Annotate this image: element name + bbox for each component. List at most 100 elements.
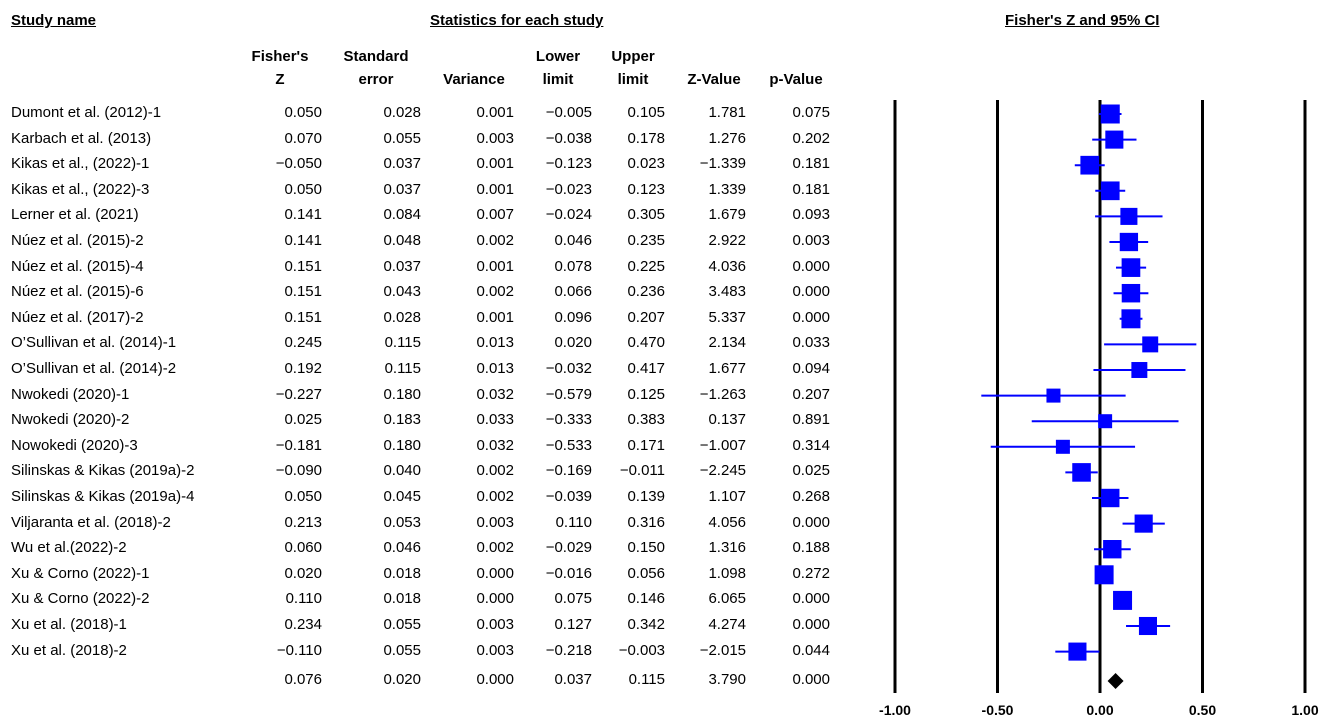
cell-zval: −1.007: [699, 436, 746, 454]
cell-se: 0.028: [383, 104, 421, 121]
study-name: O’Sullivan et al. (2014)-2: [11, 360, 177, 377]
study-name: Xu & Corno (2022)-2: [11, 590, 150, 608]
effect-marker: [1072, 463, 1091, 482]
cell-se: 0.180: [383, 385, 421, 403]
cell-p: 0.033: [792, 334, 830, 352]
cell-lower: −0.333: [545, 411, 592, 429]
study-name: Xu et al. (2018)-1: [11, 616, 127, 633]
study-name: Silinskas & Kikas (2019a)-2: [11, 462, 195, 480]
cell-upper: 0.125: [627, 385, 665, 403]
cell-zval: 1.098: [708, 564, 746, 582]
cell-zval: 2.134: [708, 334, 746, 352]
cell-upper: 0.171: [627, 436, 665, 454]
cell-z: −0.090: [275, 462, 322, 480]
cell-p: 0.181: [792, 180, 830, 198]
study-name: Silinskas & Kikas (2019a)-4: [11, 488, 195, 505]
cell-p: 0.272: [792, 564, 830, 582]
cell-lower: 0.078: [554, 257, 592, 275]
statistics-header: Statistics for each study: [430, 12, 604, 29]
cell-p: 0.188: [792, 539, 830, 557]
cell-se: 0.055: [383, 641, 421, 659]
study-name: Lerner et al. (2021): [11, 206, 139, 224]
cell-zval: 0.137: [708, 411, 746, 429]
cell-p: 0.000: [792, 283, 830, 301]
x-tick-label: -0.50: [982, 702, 1014, 718]
cell-lower: 0.066: [554, 283, 592, 301]
cell-se: 0.084: [383, 206, 421, 224]
cell-p: 0.207: [792, 385, 830, 403]
study-name: Xu et al. (2018)-2: [11, 641, 127, 659]
cell-lower: −0.218: [545, 641, 592, 659]
cell-z: 0.141: [284, 206, 322, 224]
study-name: Núez et al. (2017)-2: [11, 308, 144, 326]
cell-upper: 0.417: [627, 360, 665, 377]
cell-var: 0.032: [476, 385, 514, 403]
cell-upper: 0.146: [627, 590, 665, 608]
cell-lower: −0.533: [545, 436, 592, 454]
effect-marker: [1080, 155, 1100, 175]
cell-upper: 0.305: [627, 206, 665, 224]
cell-p: 0.202: [792, 129, 830, 147]
cell-z: 0.070: [284, 129, 322, 147]
cell-var: 0.002: [476, 232, 514, 249]
cell-upper: 0.056: [627, 564, 665, 582]
cell-upper: 0.139: [627, 488, 665, 505]
cell-var: 0.032: [476, 436, 514, 454]
study-name: Núez et al. (2015)-2: [11, 232, 144, 249]
effect-marker: [1101, 488, 1120, 508]
cell-upper: 0.236: [627, 283, 665, 301]
cell-var: 0.001: [476, 308, 514, 326]
cell-zval: −2.015: [699, 641, 746, 659]
study-name: Nwokedi (2020)-2: [11, 411, 130, 429]
cell-lower: −0.123: [545, 155, 592, 173]
study-name: O’Sullivan et al. (2014)-1: [11, 334, 177, 352]
cell-lower: −0.579: [545, 385, 592, 403]
cell-p: 0.891: [792, 411, 830, 429]
cell-z: 0.151: [284, 308, 322, 326]
cell-z: −0.181: [275, 436, 322, 454]
cell-upper: 0.470: [627, 334, 665, 352]
cell-z: 0.025: [284, 411, 322, 429]
cell-upper: −0.011: [619, 462, 665, 480]
cell-p: 0.075: [792, 104, 830, 121]
cell-upper: 0.115: [628, 671, 665, 688]
cell-z: 0.213: [284, 513, 322, 531]
cell-se: 0.115: [384, 334, 421, 352]
cell-var: 0.013: [476, 334, 514, 352]
study-name: Nowokedi (2020)-3: [11, 436, 138, 454]
cell-var: 0.002: [476, 462, 514, 480]
cell-zval: 4.056: [708, 513, 746, 531]
cell-var: 0.000: [476, 671, 514, 688]
cell-p: 0.094: [792, 360, 830, 377]
study-name: Kikas et al., (2022)-1: [11, 155, 150, 173]
cell-upper: 0.225: [627, 257, 665, 275]
cell-p: 0.000: [792, 671, 830, 688]
cell-upper: 0.150: [627, 539, 665, 557]
effect-marker: [1094, 565, 1114, 585]
effect-marker: [1121, 309, 1141, 329]
cell-var: 0.013: [476, 360, 514, 377]
cell-z: −0.227: [275, 385, 322, 403]
effect-marker: [1134, 514, 1153, 533]
column-header-upper: Upper limit: [611, 48, 655, 88]
study-name: Kikas et al., (2022)-3: [11, 180, 150, 198]
cell-p: 0.003: [792, 232, 830, 249]
cell-z: 0.020: [284, 564, 322, 582]
cell-se: 0.115: [384, 360, 421, 377]
study-name: Karbach et al. (2013): [11, 129, 152, 147]
effect-marker: [1119, 232, 1139, 252]
column-header-z: Fisher's Z: [251, 48, 309, 88]
cell-z: 0.110: [285, 590, 322, 608]
x-tick-label: 0.50: [1189, 702, 1216, 718]
cell-upper: 0.023: [627, 155, 665, 173]
cell-var: 0.003: [476, 513, 514, 531]
cell-p: 0.000: [792, 308, 830, 326]
cell-var: 0.003: [476, 616, 514, 633]
study-name: Núez et al. (2015)-6: [11, 283, 144, 301]
cell-z: 0.192: [284, 360, 322, 377]
cell-zval: 4.274: [708, 616, 746, 633]
cell-se: 0.037: [383, 257, 421, 275]
cell-var: 0.000: [476, 590, 514, 608]
cell-var: 0.002: [476, 539, 514, 557]
